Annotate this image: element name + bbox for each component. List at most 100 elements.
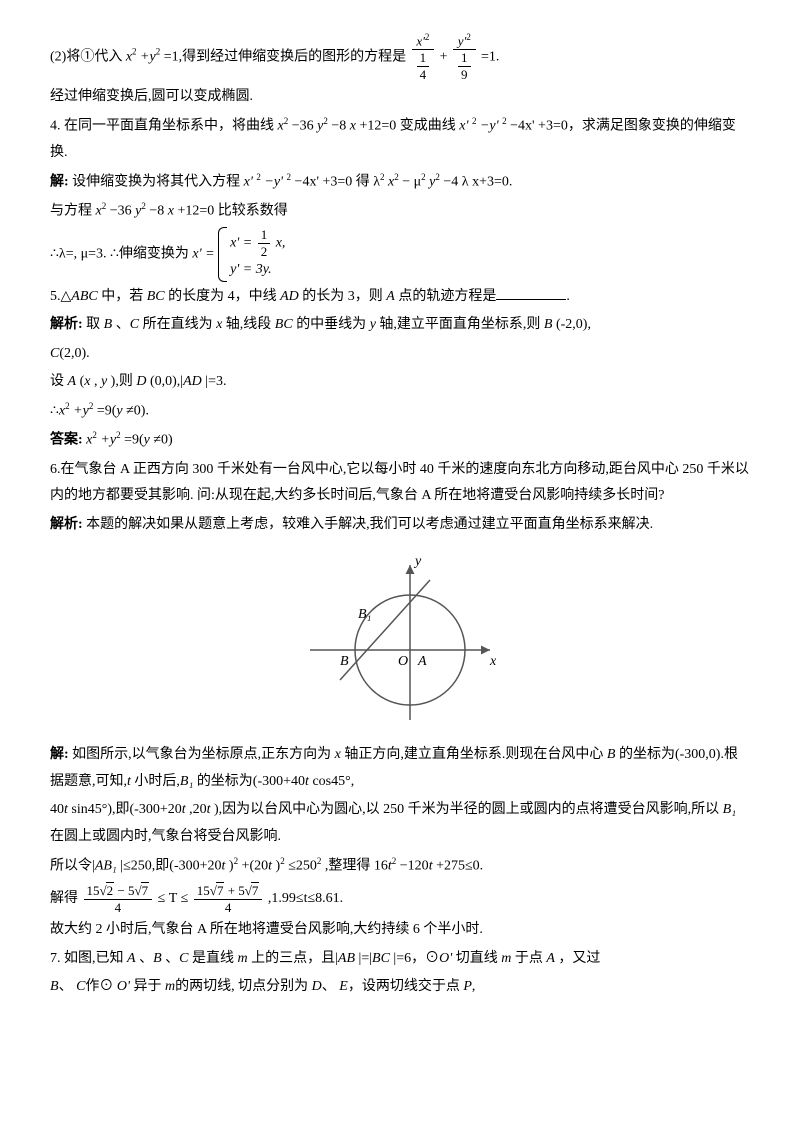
t: |=6，⊙ bbox=[393, 951, 439, 966]
coordinate-figure: y x O A B B₁ bbox=[50, 550, 750, 730]
t: , bbox=[472, 979, 476, 994]
frac: 12 bbox=[258, 227, 271, 259]
s: 2 bbox=[435, 172, 440, 182]
t: 的两切线, 切点分别为 bbox=[175, 979, 312, 994]
paragraph-8: 解析: 取 B 、C 所在直线为 x 轴,线段 BC 的中垂线为 y 轴,建立平… bbox=[50, 312, 750, 339]
label-solution: 解: bbox=[50, 747, 69, 762]
text: (2)将①代入 bbox=[50, 49, 126, 64]
label-solution: 解: bbox=[50, 174, 69, 189]
t: −4 λ x+3=0. bbox=[443, 174, 512, 189]
t: y bbox=[370, 317, 376, 332]
t: B bbox=[544, 317, 553, 332]
sup: 2 bbox=[156, 47, 161, 57]
t: 4 bbox=[84, 900, 153, 916]
t: +y bbox=[73, 404, 89, 419]
fraction-2: y'2 19 bbox=[453, 32, 476, 82]
t: C bbox=[179, 951, 188, 966]
paragraph-18: 解得 15√2 − 5√7 4 ≤ T ≤ 15√7 + 5√7 4 ,1.99… bbox=[50, 882, 750, 915]
t: 取 bbox=[86, 317, 104, 332]
s: 2 bbox=[234, 856, 239, 866]
n: 1 bbox=[258, 227, 271, 244]
t: y' = 3y. bbox=[230, 259, 285, 281]
t: B bbox=[50, 979, 59, 994]
inner-frac: 19 bbox=[458, 50, 471, 82]
t: BC bbox=[275, 317, 293, 332]
t: 、 bbox=[116, 317, 130, 332]
t: A bbox=[546, 951, 555, 966]
s: 2 bbox=[323, 116, 328, 126]
paragraph-6: ∴λ=, μ=3. ∴伸缩变换为 x' = x' = 12 x, y' = 3y… bbox=[50, 227, 750, 282]
t: ,1.99≤t≤8.61. bbox=[268, 891, 343, 906]
t: x bbox=[168, 203, 174, 218]
paragraph-11: ∴x2 +y2 =9(y ≠0). bbox=[50, 398, 750, 425]
t: =9( bbox=[97, 404, 117, 419]
label-B1: B₁ bbox=[358, 607, 371, 622]
t: t bbox=[268, 858, 272, 873]
inner-frac: 14 bbox=[417, 50, 430, 82]
t: P bbox=[463, 979, 472, 994]
s: 2 bbox=[421, 172, 426, 182]
s: 2 bbox=[284, 116, 289, 126]
t: 的中垂线为 bbox=[296, 317, 370, 332]
t: ≠0). bbox=[126, 404, 149, 419]
t: ，设两切线交于点 bbox=[348, 979, 464, 994]
t: 解得 bbox=[50, 891, 78, 906]
t: x' = bbox=[192, 247, 214, 262]
t: C bbox=[76, 979, 85, 994]
t: AD bbox=[183, 374, 202, 389]
eq-end: =1. bbox=[481, 49, 499, 64]
t: B₁ bbox=[723, 802, 736, 817]
t: t bbox=[207, 802, 211, 817]
t: 上的三点，且| bbox=[251, 951, 338, 966]
t: x' bbox=[459, 118, 472, 133]
t: 40 bbox=[50, 802, 64, 817]
t: 切直线 bbox=[456, 951, 502, 966]
t: (0,0),| bbox=[150, 374, 183, 389]
t: 所在直线为 bbox=[143, 317, 217, 332]
t: BC bbox=[372, 951, 390, 966]
t: AD bbox=[280, 289, 299, 304]
t: t bbox=[127, 774, 131, 789]
label-analysis: 解析: bbox=[50, 517, 83, 532]
t: A bbox=[386, 289, 395, 304]
t: 、 bbox=[139, 951, 153, 966]
label-x: x bbox=[489, 654, 497, 669]
t: ∴λ=, μ=3. ∴伸缩变换为 bbox=[50, 247, 192, 262]
t: D bbox=[312, 979, 322, 994]
t: ≤250 bbox=[288, 858, 317, 873]
paragraph-17: 所以令|AB₁ |≤250,即(-300+20t )2 +(20t )2 ≤25… bbox=[50, 853, 750, 880]
frac-left: 15√2 − 5√7 4 bbox=[84, 882, 153, 915]
t: −8 bbox=[331, 118, 346, 133]
t: ∴ bbox=[50, 404, 59, 419]
paragraph-2: 经过伸缩变换后,圆可以变成椭圆. bbox=[50, 84, 750, 111]
t: 7. 如图,已知 bbox=[50, 951, 127, 966]
t: E bbox=[339, 979, 348, 994]
t: C bbox=[50, 346, 59, 361]
t: =9( bbox=[124, 433, 144, 448]
t: +(20 bbox=[242, 858, 269, 873]
t: −36 bbox=[110, 203, 132, 218]
t: x' = bbox=[230, 235, 256, 250]
t: 于点 bbox=[515, 951, 547, 966]
t: 轴,线段 bbox=[226, 317, 275, 332]
t: y bbox=[101, 374, 107, 389]
plus: + bbox=[440, 49, 451, 64]
s: 2 bbox=[89, 401, 94, 411]
t: −8 bbox=[149, 203, 164, 218]
t: y bbox=[116, 404, 122, 419]
t: 、 bbox=[59, 979, 73, 994]
t: +12=0 变成曲线 bbox=[359, 118, 459, 133]
label-y: y bbox=[413, 554, 422, 569]
t: |=| bbox=[359, 951, 373, 966]
t: B₁ bbox=[180, 774, 193, 789]
blank-fill bbox=[496, 285, 566, 300]
t: 15 bbox=[87, 883, 100, 898]
t: −36 bbox=[292, 118, 314, 133]
paragraph-9: C(2,0). bbox=[50, 341, 750, 368]
t: 的坐标为(-300+40 bbox=[197, 774, 305, 789]
tangent-line bbox=[340, 580, 430, 680]
paragraph-1: (2)将①代入 x2 +y2 =1,得到经过伸缩变换后的图形的方程是 x'2 1… bbox=[50, 32, 750, 82]
t: C bbox=[130, 317, 139, 332]
paragraph-16: 40t sin45°),即(-300+20t ,20t ),因为以台风中心为圆心… bbox=[50, 797, 750, 850]
t: B bbox=[153, 951, 162, 966]
